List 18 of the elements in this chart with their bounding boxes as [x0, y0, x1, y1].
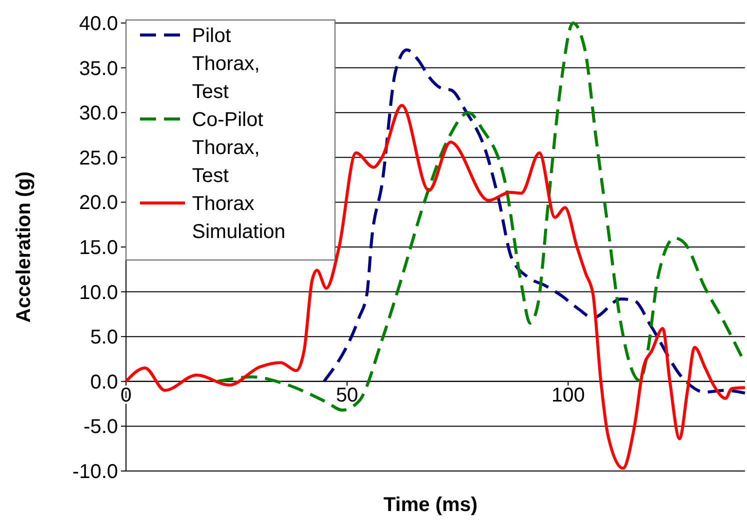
legend-label: Co-Pilot Thorax, Test [192, 109, 264, 187]
x-axis-title: Time (ms) [383, 494, 478, 516]
y-tick-label: -5.0 [84, 416, 118, 438]
y-tick-label: 15.0 [79, 237, 118, 259]
x-tick-label: 50 [336, 384, 358, 406]
y-tick-label: 5.0 [90, 326, 118, 349]
y-tick-label: 35.0 [79, 58, 118, 80]
legend-label: Pilot Thorax, Test [192, 25, 260, 103]
x-tick-label: 100 [551, 384, 585, 406]
y-tick-label: 25.0 [79, 147, 118, 170]
y-tick-label: -10.0 [72, 461, 118, 483]
y-axis-title: Acceleration (g) [13, 171, 35, 323]
y-tick-label: 40.0 [79, 13, 118, 35]
y-tick-label: 0.0 [90, 371, 118, 394]
y-tick-label: 30.0 [79, 102, 118, 125]
y-tick-label: 20.0 [79, 192, 118, 214]
legend-label: Thorax Simulation [192, 193, 286, 243]
y-tick-label: 10.0 [79, 282, 118, 304]
